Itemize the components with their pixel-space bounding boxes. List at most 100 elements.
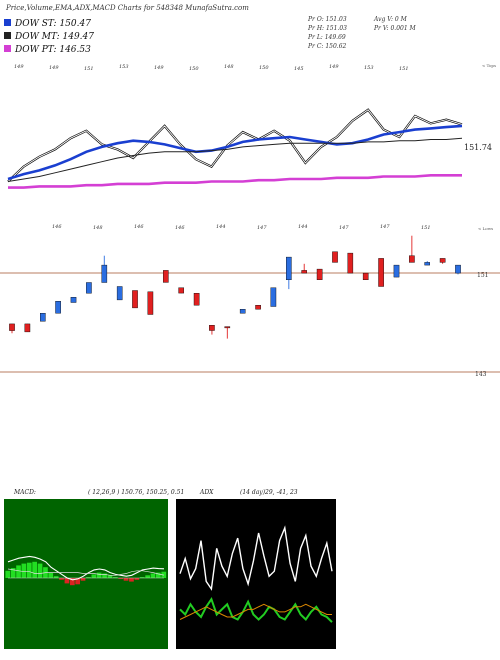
- macd-hist-bar: [139, 577, 145, 578]
- macd-hist-bar: [134, 578, 140, 580]
- legend-st: DOW ST: 150.47: [14, 19, 91, 29]
- price-marker-label: 151.74: [464, 143, 492, 152]
- macd-hist-bar: [5, 570, 11, 578]
- legend-swatch-pt: [4, 45, 11, 52]
- adx-background: [176, 499, 336, 649]
- legend: DOW ST: 150.47 DOW MT: 149.47 DOW PT: 14…: [4, 19, 94, 55]
- candle-body: [55, 301, 61, 314]
- peak-label: 151: [84, 66, 94, 72]
- candle-body: [347, 252, 354, 274]
- peak-labels: 149 149 151 153 149 150 148 150 145 149 153 151: [14, 64, 409, 72]
- macd-signal-line: [7, 568, 165, 576]
- peak-label: 153: [364, 65, 374, 71]
- candle-body: [116, 286, 123, 301]
- adx-line-2: [179, 596, 333, 623]
- adx-series: [179, 525, 333, 623]
- macd-hist-bar: [70, 578, 75, 586]
- peak-label: 149: [154, 65, 164, 71]
- macd-panel: MACD: ( 12,26,9 ) 150.76, 150.25, 0.51: [4, 489, 184, 649]
- macd-hist-bar: [37, 563, 43, 578]
- macd-hist-bar: [16, 565, 21, 578]
- stat-open: Pr O: 151.03: [307, 16, 347, 23]
- macd-hist-bar: [145, 575, 150, 578]
- page-title: Price,Volume,EMA,ADX,MACD Charts for 548…: [5, 4, 249, 12]
- macd-hist-bar: [10, 568, 16, 578]
- macd-hist-bar: [64, 578, 70, 584]
- trough-label: 146: [52, 224, 62, 230]
- candle-body: [409, 255, 415, 263]
- macd-hist-bar: [107, 575, 113, 578]
- ema-line-1: [7, 124, 463, 181]
- macd-hist-bar: [156, 572, 161, 578]
- stat-high: Pr H: 151.03: [307, 25, 347, 32]
- lows-label: < Lows: [478, 226, 493, 231]
- candle-body: [332, 251, 338, 263]
- trough-label: 144: [216, 224, 226, 230]
- macd-hist-bar: [53, 576, 59, 578]
- trough-labels: 146 148 146 146 144 147 144 147 147 151: [52, 224, 431, 231]
- peak-label: 149: [49, 65, 59, 71]
- candle-body: [40, 313, 46, 322]
- candle-body: [209, 325, 215, 331]
- ema-price-panel: < Tops 149 149 151 153 149 150 148 150 145 149 153…: [7, 63, 496, 231]
- adx-params: (14 day)29, -41, 23: [240, 489, 298, 496]
- macd-series: [5, 555, 167, 586]
- peak-label: 150: [189, 66, 199, 72]
- macd-hist-bar: [32, 561, 37, 578]
- candle-body: [132, 290, 138, 309]
- candle-body: [393, 264, 400, 278]
- adx-line-3: [179, 603, 332, 620]
- candle-body: [424, 262, 431, 266]
- trough-label: 148: [93, 225, 103, 231]
- price-stats: Pr O: 151.03 Pr H: 151.03 Pr L: 149.69 P…: [307, 16, 417, 50]
- macd-hist-bar: [80, 578, 86, 581]
- candle-body: [255, 305, 261, 310]
- candle-body: [301, 270, 308, 274]
- macd-hist-bar: [59, 578, 64, 580]
- candle-body: [286, 256, 292, 281]
- level-label-low: 143: [475, 371, 487, 378]
- candles: [9, 235, 461, 339]
- peak-label: 149: [14, 64, 24, 70]
- trough-label: 147: [339, 225, 349, 231]
- candle-body: [162, 270, 169, 283]
- macd-hist-bar: [75, 578, 80, 585]
- candle-body: [224, 326, 231, 329]
- candle-body: [193, 293, 200, 306]
- macd-hist-bar: [123, 578, 129, 581]
- peak-label: 148: [224, 64, 234, 70]
- candle-body: [101, 264, 108, 283]
- macd-label: MACD:: [13, 489, 36, 496]
- peak-label: 153: [119, 64, 129, 70]
- legend-pt: DOW PT: 146.53: [14, 45, 91, 55]
- trough-label: 147: [380, 224, 390, 230]
- level-label-high: 151: [477, 272, 488, 279]
- tops-label: < Tops: [482, 63, 496, 68]
- macd-hist-bar: [150, 573, 156, 578]
- ema-line-3: [8, 174, 462, 189]
- stat-low: Pr L: 149.69: [307, 34, 346, 41]
- peak-label: 151: [399, 66, 409, 72]
- trough-label: 146: [175, 225, 185, 231]
- adx-panel: ADX (14 day)29, -41, 23: [176, 489, 336, 649]
- macd-hist-bar: [118, 578, 124, 579]
- legend-swatch-mt: [4, 32, 11, 39]
- adx-line-1: [179, 525, 333, 591]
- macd-params: ( 12,26,9 ) 150.76, 150.25, 0.51: [88, 489, 184, 496]
- candle-body: [70, 297, 77, 303]
- candle-body: [316, 268, 323, 281]
- candlestick-panel: 151 143: [0, 235, 500, 378]
- candle-body: [362, 272, 369, 281]
- macd-hist-bar: [91, 574, 97, 578]
- candle-body: [9, 323, 15, 331]
- macd-hist-bar: [48, 572, 54, 578]
- stat-avg-volume: Avg V: 0 M: [373, 16, 408, 23]
- macd-hist-bar: [26, 562, 32, 578]
- candle-body: [455, 264, 461, 274]
- peak-label: 149: [329, 64, 339, 70]
- legend-mt: DOW MT: 149.47: [14, 32, 94, 42]
- macd-hist-bar: [102, 573, 107, 578]
- ema-line-2: [7, 137, 463, 182]
- candle-body: [24, 323, 31, 333]
